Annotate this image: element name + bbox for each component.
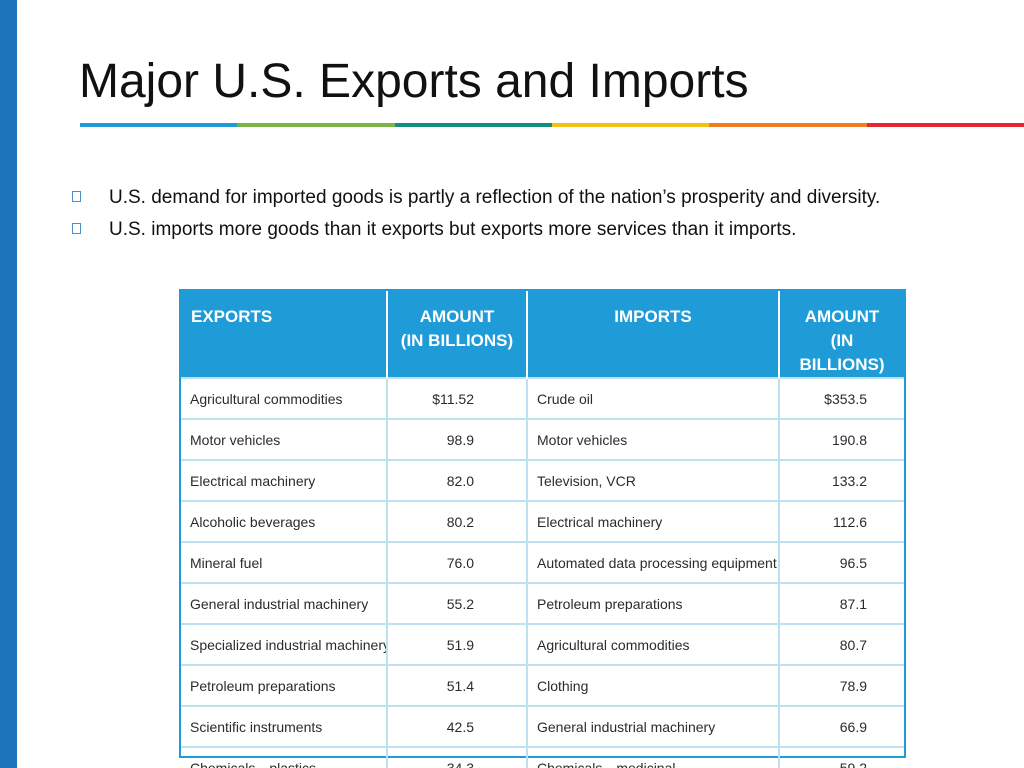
header-amount-line1: AMOUNT [804, 307, 880, 326]
import-name-cell: Chemicals—medicinal [527, 746, 780, 768]
export-amount-cell: 55.2 [387, 582, 528, 624]
export-name-cell: Scientific instruments [181, 705, 388, 747]
import-amount-cell: 80.7 [779, 623, 904, 665]
export-amount-cell: 98.9 [387, 418, 528, 460]
table-row: Petroleum preparations 51.4 Clothing 78.9 [181, 664, 904, 706]
table-row: Alcoholic beverages 80.2 Electrical machin… [181, 500, 904, 542]
import-amount-cell: 66.9 [779, 705, 904, 747]
export-amount-cell: 51.4 [387, 664, 528, 706]
import-amount-cell: $353.5 [779, 377, 904, 419]
header-amount-line2: (IN BILLIONS) [799, 331, 885, 374]
accent-segment [551, 123, 710, 127]
exports-imports-table: EXPORTS AMOUNT (IN BILLIONS) IMPORTS AMO… [181, 291, 904, 768]
accent-segment [709, 123, 867, 127]
bullet-list: U.S. demand for imported goods is partly… [70, 185, 950, 249]
export-amount-cell: 34.3 [387, 746, 528, 768]
export-name-cell: Motor vehicles [181, 418, 388, 460]
import-amount-cell: 78.9 [779, 664, 904, 706]
table-row: General industrial machinery 55.2 Petroleu… [181, 582, 904, 624]
accent-segment [394, 123, 552, 127]
import-amount-cell: 87.1 [779, 582, 904, 624]
table-row: Chemicals—plastics 34.3 Chemicals—medicina… [181, 746, 904, 768]
slide-title: Major U.S. Exports and Imports [79, 55, 749, 108]
import-name-cell: Motor vehicles [527, 418, 780, 460]
bullet-item: U.S. imports more goods than it exports … [70, 217, 950, 243]
table-row: Agricultural commodities $11.52 Crude oil $… [181, 377, 904, 419]
table-row: Specialized industrial machinery 51.9 Agri… [181, 623, 904, 665]
import-amount-cell: 112.6 [779, 500, 904, 542]
square-bullet-icon [72, 223, 81, 234]
export-name-cell: Chemicals—plastics [181, 746, 388, 768]
import-name-cell: General industrial machinery [527, 705, 780, 747]
table-row: Scientific instruments 42.5 General indust… [181, 705, 904, 747]
header-amount-line1: AMOUNT [419, 307, 495, 326]
export-amount-cell: 80.2 [387, 500, 528, 542]
export-amount-cell: $11.52 [387, 377, 528, 419]
accent-segment [866, 123, 1024, 127]
import-name-cell: Television, VCR [527, 459, 780, 501]
accent-segment [80, 123, 238, 127]
export-amount-cell: 76.0 [387, 541, 528, 583]
table-row: Motor vehicles 98.9 Motor vehicles 190.8 [181, 418, 904, 460]
import-amount-cell: 96.5 [779, 541, 904, 583]
accent-segment [237, 123, 395, 127]
bullet-text: U.S. imports more goods than it exports … [109, 219, 797, 240]
export-name-cell: Specialized industrial machinery [181, 623, 388, 665]
left-accent-bar [0, 0, 17, 768]
export-amount-cell: 82.0 [387, 459, 528, 501]
export-amount-cell: 51.9 [387, 623, 528, 665]
square-bullet-icon [72, 191, 81, 202]
table-header-row: EXPORTS AMOUNT (IN BILLIONS) IMPORTS AMO… [181, 291, 904, 378]
title-underline [80, 123, 1024, 127]
trade-table-frame: EXPORTS AMOUNT (IN BILLIONS) IMPORTS AMO… [179, 289, 906, 768]
header-amount-line2: (IN BILLIONS) [400, 331, 514, 350]
bullet-item: U.S. demand for imported goods is partly… [70, 185, 950, 211]
import-name-cell: Petroleum preparations [527, 582, 780, 624]
header-imports-amount: AMOUNT (IN BILLIONS) [779, 291, 904, 378]
export-name-cell: Agricultural commodities [181, 377, 388, 419]
import-amount-cell: 133.2 [779, 459, 904, 501]
export-amount-cell: 42.5 [387, 705, 528, 747]
export-name-cell: Mineral fuel [181, 541, 388, 583]
import-amount-cell: 59.2 [779, 746, 904, 768]
import-name-cell: Agricultural commodities [527, 623, 780, 665]
table-row: Electrical machinery 82.0 Television, VCR 1… [181, 459, 904, 501]
header-exports-amount: AMOUNT (IN BILLIONS) [387, 291, 528, 378]
header-imports: IMPORTS [527, 291, 780, 378]
export-name-cell: General industrial machinery [181, 582, 388, 624]
import-name-cell: Crude oil [527, 377, 780, 419]
table-row: Mineral fuel 76.0 Automated data processin… [181, 541, 904, 583]
header-exports: EXPORTS [181, 291, 388, 378]
import-amount-cell: 190.8 [779, 418, 904, 460]
export-name-cell: Alcoholic beverages [181, 500, 388, 542]
bullet-text: U.S. demand for imported goods is partly… [109, 187, 881, 208]
import-name-cell: Electrical machinery [527, 500, 780, 542]
import-name-cell: Clothing [527, 664, 780, 706]
table-body: Agricultural commodities $11.52 Crude oil $… [181, 377, 904, 768]
export-name-cell: Petroleum preparations [181, 664, 388, 706]
export-name-cell: Electrical machinery [181, 459, 388, 501]
import-name-cell: Automated data processing equipment [527, 541, 780, 583]
